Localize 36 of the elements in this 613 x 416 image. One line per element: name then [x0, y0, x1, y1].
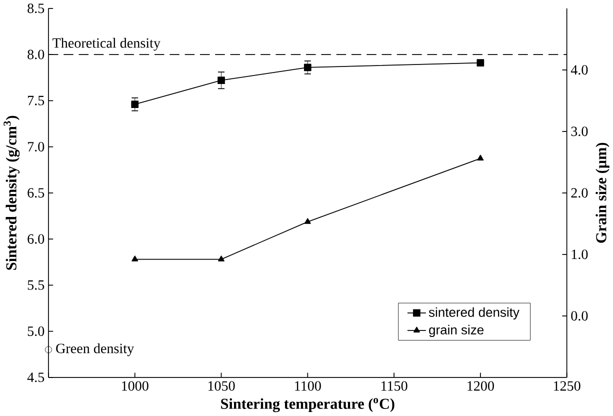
y-tick-label: 6.5 [28, 188, 44, 198]
y-tick-label: 6.0 [28, 234, 44, 244]
x-tick-label: 1100 [295, 381, 321, 391]
y-tick-label: 8.0 [28, 50, 44, 60]
y2-tick-label: 2.0 [571, 188, 588, 198]
x-tick-label: 1050 [208, 381, 235, 391]
point [45, 346, 52, 354]
x-tick-label: 1200 [468, 381, 494, 391]
annotation: Green density [56, 343, 134, 356]
legend-label: sintered density [428, 308, 520, 320]
point [476, 59, 484, 67]
y-tick-label: 7.5 [28, 96, 44, 106]
point [477, 154, 484, 161]
x-tick-label: 1250 [554, 381, 580, 391]
point [218, 76, 225, 84]
y-axis-title: Sintered density (g/cm$^{3}$) [4, 116, 20, 270]
y2-axis-title: Grain size (µm) [596, 143, 610, 243]
y2-tick-label: 4.0 [570, 65, 588, 75]
x-tick-label: 1150 [381, 381, 408, 391]
ref-line-label: Theoretical density [52, 38, 160, 51]
y2-tick-label: 3.0 [571, 126, 588, 136]
legend-label: grain size [429, 325, 484, 338]
x-tick-label: 1000 [122, 381, 148, 391]
point [304, 64, 312, 72]
point [132, 256, 138, 262]
point [304, 218, 311, 224]
y-tick-label: 7.0 [28, 142, 44, 152]
y2-tick-label: 1.0 [572, 250, 588, 260]
y2-tick-label: 0.0 [571, 311, 588, 321]
point [131, 100, 139, 108]
x-axis-title: Sintering temperature ($^{o}$C) [221, 398, 394, 412]
y-tick-label: 8.5 [28, 4, 44, 14]
y-tick-label: 5.0 [28, 326, 44, 336]
point [218, 256, 224, 262]
y-tick-label: 5.5 [28, 280, 44, 290]
y-tick-label: 4.5 [27, 372, 44, 382]
